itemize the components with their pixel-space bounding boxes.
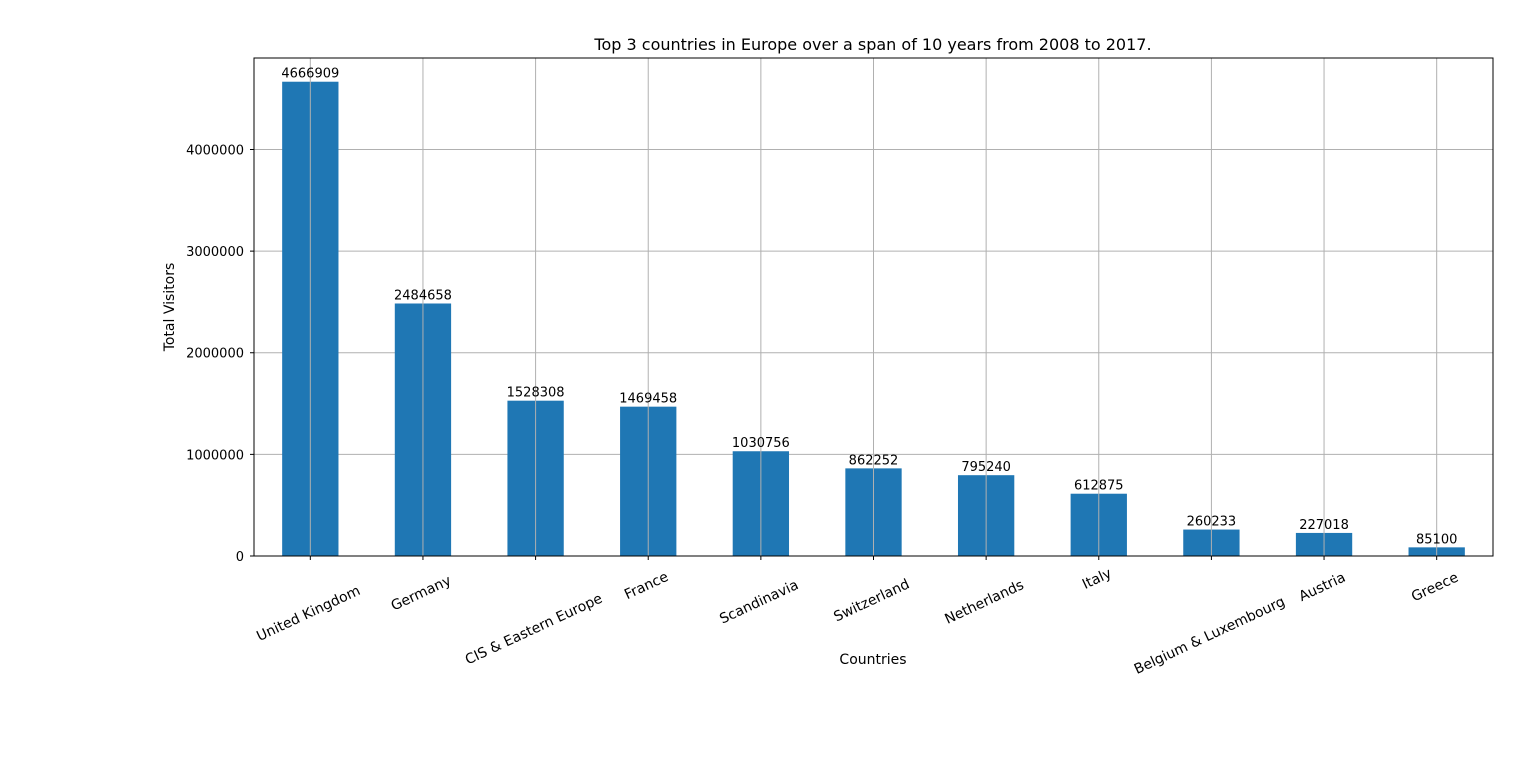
bar-value-label: 1469458	[619, 392, 677, 407]
y-tick-label: 1000000	[186, 448, 244, 463]
y-tick-label: 0	[236, 550, 244, 565]
x-tick-label: Austria	[1297, 570, 1349, 605]
bar-value-label: 1030756	[732, 436, 790, 451]
bar-value-label: 4666909	[281, 67, 339, 82]
x-tick-label: Belgium & Luxembourg	[1132, 594, 1288, 678]
y-tick-label: 3000000	[186, 245, 244, 260]
bar-value-label: 1528308	[507, 386, 565, 401]
y-axis-label: Total Visitors	[162, 263, 178, 353]
x-tick-label: CIS & Eastern Europe	[463, 591, 605, 669]
x-tick-label: Switzerland	[831, 576, 912, 625]
ticks: 0 1000000 2000000 3000000 4000000 United King…	[186, 143, 1461, 677]
x-axis-label: Countries	[839, 652, 906, 668]
data-labels: 4666909 2484658 1528308 1469458 1030756 86225…	[281, 67, 1457, 548]
x-tick-label: Greece	[1409, 570, 1461, 606]
x-tick-label: Germany	[389, 573, 454, 615]
bar-value-label: 795240	[961, 460, 1011, 475]
x-tick-label: Italy	[1080, 566, 1114, 593]
x-tick-label: Scandinavia	[717, 577, 801, 627]
x-tick-label: United Kingdom	[254, 583, 363, 645]
bar-value-label: 2484658	[394, 288, 452, 303]
bar-value-label: 85100	[1416, 532, 1457, 547]
bar-value-label: 227018	[1299, 518, 1349, 533]
grid-lines-front	[309, 58, 1438, 556]
y-tick-label: 4000000	[186, 143, 244, 158]
bar-value-label: 862252	[849, 453, 899, 468]
chart-title: Top 3 countries in Europe over a span of…	[593, 35, 1151, 54]
y-tick-label: 2000000	[186, 347, 244, 362]
x-tick-label: Netherlands	[942, 577, 1026, 628]
x-tick-label: France	[622, 569, 671, 603]
bar-value-label: 260233	[1187, 515, 1237, 530]
bar-value-label: 612875	[1074, 479, 1124, 494]
